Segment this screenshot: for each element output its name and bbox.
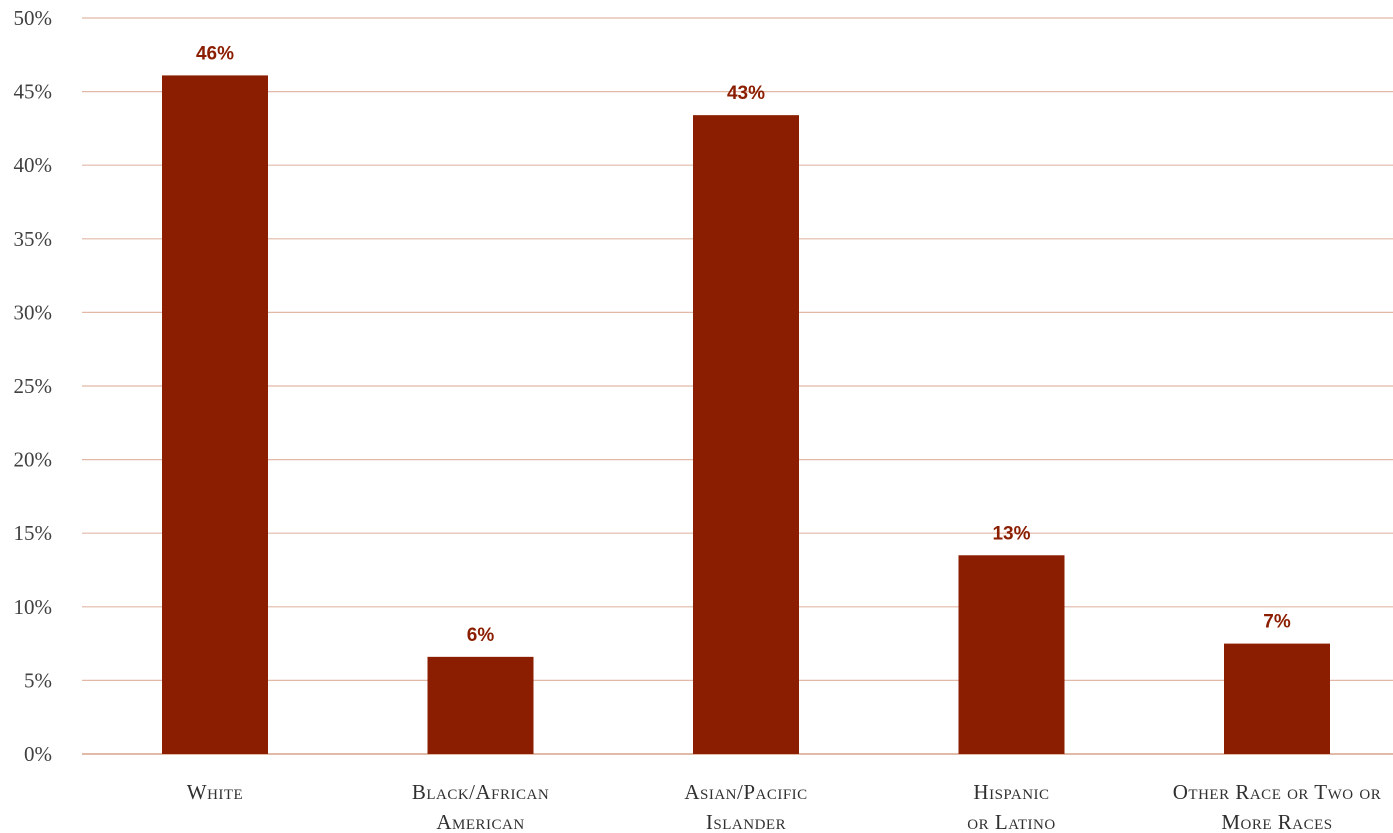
y-tick-label: 15% [14, 521, 53, 545]
y-tick-label: 5% [24, 668, 52, 692]
data-label: 46% [196, 43, 234, 64]
bar [1224, 643, 1330, 754]
x-category-label: Other Race or Two or [1173, 780, 1381, 804]
y-tick-label: 30% [14, 300, 53, 324]
y-tick-label: 45% [14, 80, 53, 104]
x-category-label: Asian/Pacific [684, 780, 807, 804]
x-axis-category-labels: White Black/African American Asian/Pacific I… [187, 780, 1381, 833]
bar [162, 75, 268, 754]
data-label: 7% [1263, 612, 1291, 633]
x-category-label: American [436, 810, 524, 833]
x-category-label: More Races [1221, 810, 1332, 833]
y-tick-label: 0% [24, 742, 52, 766]
bars [162, 75, 1330, 755]
y-tick-label: 40% [14, 153, 53, 177]
bar [427, 656, 534, 754]
bar [958, 555, 1065, 754]
x-category-label: Islander [706, 810, 786, 833]
x-category-label: Black/African [412, 780, 549, 804]
bar [693, 115, 799, 755]
data-label: 43% [727, 83, 765, 104]
x-category-label: or Latino [967, 810, 1055, 833]
y-axis-tick-labels: 0% 5% 10% 15% 20% 25% 30% 35% 40% 45% 50% [14, 6, 53, 766]
data-label: 13% [992, 523, 1030, 544]
y-tick-label: 10% [14, 595, 53, 619]
y-tick-label: 20% [14, 448, 53, 472]
y-tick-label: 25% [14, 374, 53, 398]
x-category-label: Hispanic [973, 780, 1049, 804]
y-tick-label: 35% [14, 227, 53, 251]
x-category-label: White [187, 780, 243, 804]
y-tick-label: 50% [14, 6, 53, 30]
data-label: 6% [467, 625, 495, 646]
data-labels: 46% 6% 43% 13% 7% [196, 43, 1291, 645]
